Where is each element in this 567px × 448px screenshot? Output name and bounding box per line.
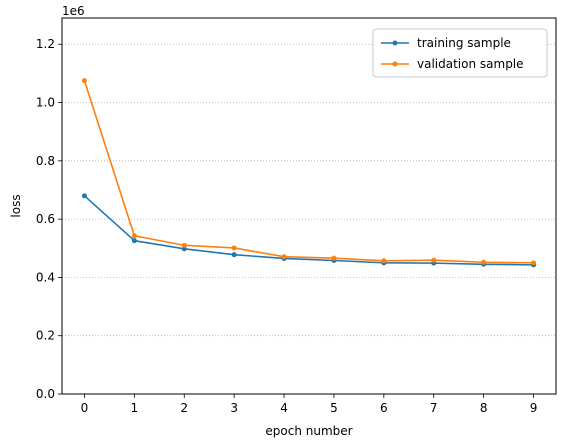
y-tick-label: 0.8 bbox=[36, 154, 55, 168]
x-tick-label: 8 bbox=[480, 401, 488, 415]
legend-marker bbox=[392, 61, 398, 67]
x-tick-label: 1 bbox=[131, 401, 139, 415]
plot-frame bbox=[61, 17, 557, 395]
data-point bbox=[331, 255, 337, 261]
y-tick-label: 0.2 bbox=[36, 329, 55, 343]
y-tick-label: 1.0 bbox=[36, 96, 55, 110]
data-point bbox=[231, 245, 237, 251]
data-point bbox=[231, 252, 237, 258]
grid-layer bbox=[62, 43, 556, 337]
legend-label: validation sample bbox=[417, 57, 524, 71]
y-axis-label: loss bbox=[9, 194, 23, 217]
legend-label: training sample bbox=[417, 36, 511, 50]
tick-layer: 0 1 2 3 4 5 6 7 8 9 0.0 0.2 0.4 0.6 0.8 1.0 1.2 bbox=[36, 37, 537, 415]
x-tick-label: 2 bbox=[180, 401, 188, 415]
y-offset-label: 1e6 bbox=[62, 4, 85, 18]
data-point bbox=[431, 257, 437, 263]
x-axis-label: epoch number bbox=[265, 424, 352, 438]
legend-box bbox=[372, 28, 548, 78]
x-tick-label: 0 bbox=[81, 401, 89, 415]
y-tick-label: 1.2 bbox=[36, 37, 55, 51]
x-tick-label: 5 bbox=[330, 401, 338, 415]
series-layer bbox=[81, 78, 537, 268]
x-tick-label: 4 bbox=[280, 401, 288, 415]
series-line bbox=[83, 195, 534, 266]
data-point bbox=[131, 233, 137, 239]
data-point bbox=[481, 259, 487, 265]
legend-marker bbox=[392, 40, 398, 46]
data-point bbox=[181, 246, 187, 252]
data-point bbox=[81, 193, 87, 199]
legend: training sample validation sample bbox=[372, 28, 548, 78]
data-point bbox=[181, 242, 187, 248]
data-point bbox=[81, 78, 87, 84]
data-point bbox=[381, 258, 387, 264]
x-tick-label: 9 bbox=[530, 401, 538, 415]
series-line bbox=[83, 80, 534, 264]
data-point bbox=[531, 260, 537, 266]
x-tick-label: 7 bbox=[430, 401, 438, 415]
x-tick-label: 3 bbox=[230, 401, 238, 415]
y-tick-label: 0.0 bbox=[36, 387, 55, 401]
data-point bbox=[281, 254, 287, 260]
y-tick-label: 0.6 bbox=[36, 212, 55, 226]
y-tick-label: 0.4 bbox=[36, 270, 55, 284]
data-point bbox=[131, 238, 137, 244]
x-tick-label: 6 bbox=[380, 401, 388, 415]
